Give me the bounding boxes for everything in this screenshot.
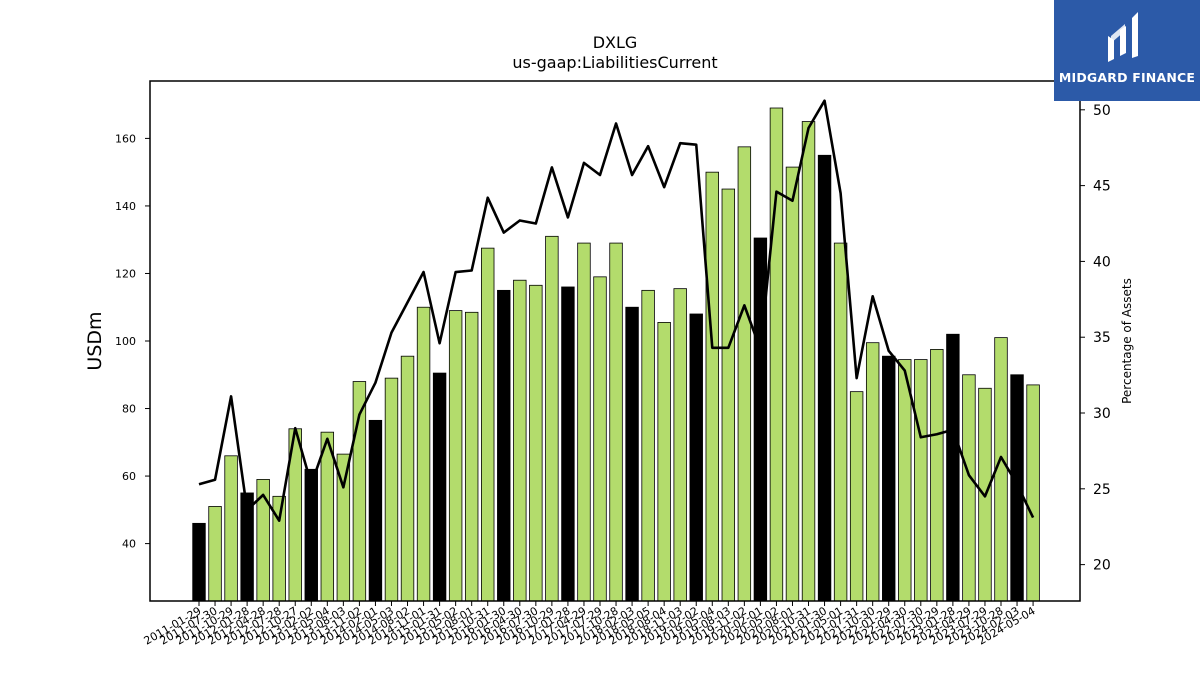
- bar: [400, 355, 415, 602]
- bar: [561, 286, 575, 602]
- bar: [865, 342, 880, 602]
- bar: [448, 310, 463, 602]
- y2-tick-label: 45: [1093, 179, 1111, 195]
- chart-subtitle: us-gaap:LiabilitiesCurrent: [512, 53, 717, 72]
- y-tick-label: 100: [115, 335, 136, 348]
- y-tick-label: 40: [122, 538, 136, 551]
- bar: [432, 372, 447, 602]
- bar: [801, 121, 816, 602]
- bar: [529, 284, 543, 602]
- left-y-axis: 40 60 80 100 120 140 160: [115, 132, 150, 551]
- bar: [689, 313, 703, 602]
- y2-tick-label: 25: [1093, 482, 1111, 498]
- y-tick-label: 160: [115, 132, 136, 145]
- bar: [641, 289, 655, 602]
- bar: [930, 349, 944, 602]
- y2-tick-label: 20: [1093, 558, 1111, 574]
- x-axis: 2011-01-292011-07-302011-10-292012-01-28…: [142, 601, 1038, 648]
- bar: [320, 431, 335, 602]
- bar: [464, 311, 479, 602]
- bar: [753, 237, 768, 602]
- bar: [1026, 384, 1040, 602]
- y-tick-label: 120: [115, 267, 136, 280]
- percentage-of-assets-line: [198, 99, 1035, 522]
- bar: [416, 306, 431, 602]
- bar: [946, 333, 960, 602]
- y-axis-label: USDm: [84, 311, 106, 370]
- bar: [577, 242, 591, 602]
- bar: [737, 146, 752, 602]
- bar: [673, 288, 687, 602]
- bar: [192, 522, 206, 602]
- bar: [208, 506, 222, 602]
- logo-text: MIDGARD FINANCE: [1058, 70, 1196, 85]
- y2-axis-label: Percentage of Assets: [1120, 278, 1134, 404]
- bar: [384, 377, 399, 602]
- bar: [721, 188, 736, 602]
- bar: [882, 355, 896, 602]
- bar: [481, 247, 495, 602]
- y-tick-label: 60: [122, 470, 136, 483]
- bar: [833, 242, 848, 602]
- bar: [545, 235, 559, 602]
- bar: [914, 359, 928, 602]
- bar: [304, 468, 318, 602]
- bar: [657, 322, 671, 602]
- y2-tick-label: 50: [1093, 103, 1111, 119]
- bar: [769, 107, 784, 602]
- y2-tick-label: 35: [1093, 330, 1111, 346]
- y2-tick-label: 40: [1093, 254, 1111, 270]
- chart-title: DXLG: [593, 33, 638, 52]
- bar-series: [192, 107, 1040, 602]
- midgard-m-logo-icon: [1108, 12, 1138, 62]
- bar: [368, 419, 383, 602]
- y2-tick-label: 30: [1093, 406, 1111, 422]
- bar: [849, 391, 864, 602]
- bar: [224, 455, 238, 602]
- bar: [609, 242, 623, 602]
- bar: [817, 154, 832, 602]
- bar: [705, 171, 719, 602]
- bar: [1010, 374, 1024, 602]
- y-tick-label: 80: [122, 403, 136, 416]
- midgard-finance-logo: MIDGARD FINANCE: [1054, 0, 1200, 101]
- bar: [497, 289, 511, 602]
- bar: [593, 276, 607, 602]
- bar: [513, 279, 527, 602]
- bar: [898, 359, 912, 602]
- y-tick-label: 140: [115, 200, 136, 213]
- bar: [625, 306, 639, 602]
- bar: [962, 374, 976, 602]
- right-y-axis: 20 25 30 35 40 45 50: [1080, 103, 1111, 574]
- bar: [785, 166, 800, 602]
